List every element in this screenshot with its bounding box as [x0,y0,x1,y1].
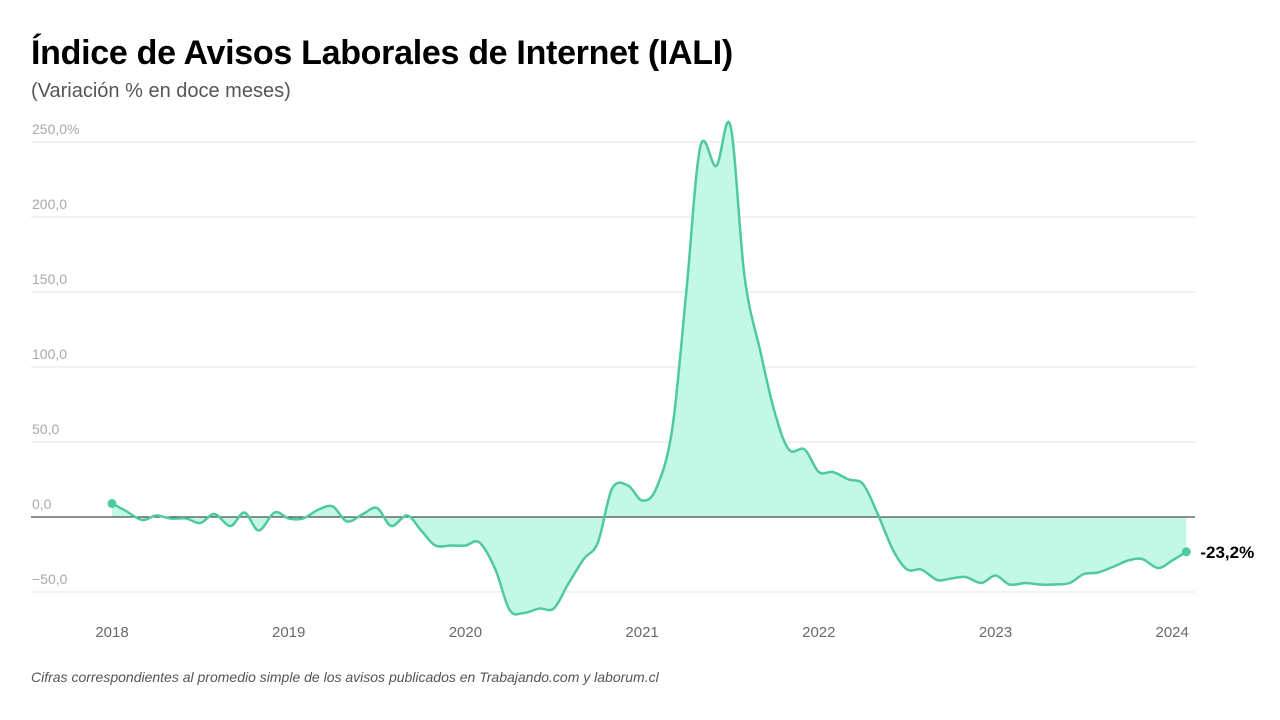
data-point [698,145,702,149]
data-point [861,482,865,486]
data-point [1112,565,1116,569]
data-point [154,514,158,518]
x-axis-ticks: 2018 2019 2020 2021 2022 2023 2024 [95,624,1189,641]
last-value-label: -23,2% [1200,543,1254,562]
data-point [1038,583,1042,587]
footnote: Cifras correspondientes al promedio simp… [31,669,659,685]
y-tick-label: 250,0% [32,121,79,137]
y-tick-label: 100,0 [32,346,67,362]
data-point [301,517,305,521]
data-point [345,520,349,524]
data-point [243,511,247,515]
chart-subtitle: (Variación % en doce meses) [31,80,291,102]
data-point [684,290,688,294]
data-point [640,499,644,503]
data-point [1068,581,1072,585]
x-tick-label: 2020 [449,624,482,641]
data-point [375,506,379,510]
data-point [522,611,526,615]
data-point [124,509,128,513]
data-point [979,581,983,585]
y-tick-label: 0,0 [32,496,52,512]
data-point [1082,572,1086,576]
data-point [478,541,482,545]
data-point [331,505,335,509]
data-point [891,548,895,552]
data-point [198,521,202,525]
data-point [273,511,277,515]
data-point [626,484,630,488]
data-point [994,574,998,578]
data-point [1052,583,1056,587]
data-point [963,575,967,579]
data-point [1024,581,1028,585]
data-point [847,478,851,482]
data-point [566,583,570,587]
data-point [228,524,232,528]
endpoint-marker [107,499,117,508]
data-point [212,512,216,516]
data-point [919,568,923,572]
x-tick-label: 2018 [95,624,128,641]
data-point [596,541,600,545]
data-point [787,448,791,452]
data-point [168,517,172,521]
data-point [317,508,321,512]
data-point [670,428,674,432]
y-tick-label: 200,0 [32,196,67,212]
y-tick-label: −50,0 [32,571,68,587]
data-point [287,517,291,521]
data-point [875,511,879,515]
data-point [463,544,467,548]
gridlines [31,141,1195,593]
data-point [257,529,261,533]
y-tick-label: 50,0 [32,421,59,437]
data-point [1140,557,1144,561]
data-point [803,448,807,452]
data-point [419,529,423,533]
data-point [508,608,512,612]
data-point [714,164,718,168]
data-point [389,524,393,528]
data-point [743,275,747,279]
data-point [773,410,777,414]
data-point [728,124,732,128]
data-point [935,578,939,582]
x-tick-label: 2021 [625,624,658,641]
series-points [107,124,1191,615]
x-tick-label: 2019 [272,624,305,641]
data-point [1156,566,1160,570]
y-axis-ticks: −50,0 0,0 50,0 100,0 150,0 200,0 250,0% [32,121,79,587]
data-point [949,577,953,581]
data-point [433,544,437,548]
x-tick-label: 2024 [1156,624,1189,641]
data-point [1008,583,1012,587]
data-point [493,568,497,572]
data-point [582,557,586,561]
data-point [1096,571,1100,575]
data-point [817,470,821,474]
y-tick-label: 150,0 [32,271,67,287]
data-point [905,568,909,572]
chart-title: Índice de Avisos Laborales de Internet (… [31,34,733,72]
x-tick-label: 2022 [802,624,835,641]
data-point [831,470,835,474]
data-point [140,518,144,522]
data-point [449,544,453,548]
data-point [184,517,188,521]
series-line [111,120,1187,616]
data-point [405,514,409,518]
data-point [758,350,762,354]
data-point [654,487,658,491]
data-point [1170,559,1174,563]
endpoint-marker [1181,547,1191,557]
data-point [1126,559,1130,563]
data-point [552,607,556,611]
data-point [361,512,365,516]
data-point [610,487,614,491]
x-tick-label: 2023 [979,624,1012,641]
data-point [538,607,542,611]
area-fill [112,121,1187,615]
